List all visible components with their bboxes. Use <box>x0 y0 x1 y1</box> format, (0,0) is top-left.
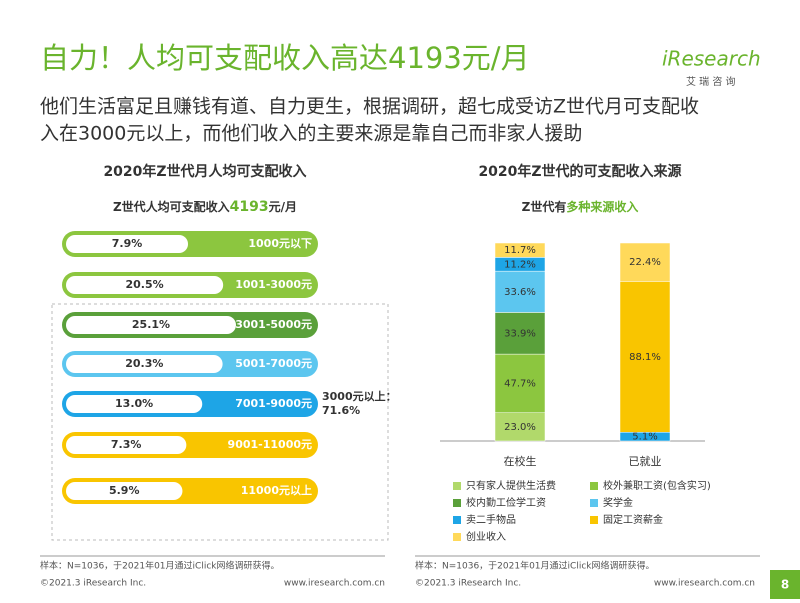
bar-segment <box>494 412 546 442</box>
subtitle-line: 入在3000元以上，而他们收入的主要来源是靠自己而非家人援助 <box>40 123 582 145</box>
category-label: 11000元以上 <box>241 483 312 497</box>
legend-label: 校内勤工俭学工资 <box>466 496 546 509</box>
legend-swatch <box>590 482 598 490</box>
subtitle-part: Z世代有 <box>522 199 567 214</box>
legend-swatch <box>453 499 461 507</box>
value-label: 33.9% <box>504 328 536 339</box>
subtitle-part: Z世代人均可支配收入 <box>113 199 230 214</box>
legend-label: 创业收入 <box>466 530 506 543</box>
category-label: 1000元以下 <box>248 237 312 250</box>
pill-bar <box>66 355 223 373</box>
category-label: 5001-7000元 <box>235 357 312 370</box>
value-label: 20.5% <box>125 278 163 291</box>
x-tick-label: 在校生 <box>504 454 537 468</box>
chart-title: 2020年Z世代的可支配收入来源 <box>478 163 681 180</box>
footer-sample: 样本：N=1036，于2021年01月通过iClick网络调研获得。 <box>40 560 279 572</box>
bar-segment <box>619 281 671 433</box>
chart-subtitle: Z世代人均可支配收入4193元/月 <box>113 199 297 216</box>
value-label: 33.6% <box>504 287 536 298</box>
pill-bar <box>66 316 236 334</box>
chart-title: 2020年Z世代月人均可支配收入 <box>103 163 306 180</box>
slide-title: 自力！人均可支配收入高达4193元/月 <box>40 41 530 75</box>
category-label: 3001-5000元 <box>235 318 312 331</box>
subtitle-part: 元/月 <box>269 200 297 214</box>
legend-swatch <box>453 516 461 524</box>
value-label: 20.3% <box>125 357 163 370</box>
value-label: 25.1% <box>132 318 170 331</box>
legend-label: 校外兼职工资(包含实习) <box>603 479 711 492</box>
legend-label: 卖二手物品 <box>466 513 516 526</box>
footer-url: www.iresearch.com.cn <box>654 579 755 589</box>
footer-copyright: ©2021.3 iResearch Inc. <box>40 579 146 589</box>
legend-swatch <box>590 516 598 524</box>
value-label: 88.1% <box>629 352 661 363</box>
legend-swatch <box>590 499 598 507</box>
logo-brand: iResearch <box>662 47 761 71</box>
category-label: 1001-3000元 <box>235 278 312 291</box>
pill-bar <box>66 395 203 413</box>
page-number: 8 <box>781 578 789 592</box>
bar-segment <box>494 242 546 258</box>
chart-subtitle: Z世代有多种来源收入 <box>522 199 639 214</box>
value-label: 7.3% <box>111 438 142 451</box>
subtitle-line: 他们生活富足且赚钱有道、自力更生，根据调研，超七成受访Z世代月可支配收 <box>40 96 699 118</box>
pill-bar <box>66 436 187 454</box>
legend-label: 只有家人提供生活费 <box>466 479 556 492</box>
x-tick-label: 已就业 <box>629 454 662 468</box>
value-label: 7.9% <box>112 237 143 250</box>
pill-bar <box>66 482 183 500</box>
subtitle-highlight: 多种来源收入 <box>566 199 638 214</box>
legend-label: 奖学金 <box>603 496 633 509</box>
footer-copyright: ©2021.3 iResearch Inc. <box>415 579 521 589</box>
footer-url: www.iresearch.com.cn <box>284 579 385 589</box>
value-label: 11.7% <box>504 245 536 256</box>
value-label: 5.1% <box>632 432 657 443</box>
value-label: 13.0% <box>115 397 153 410</box>
subtitle-highlight: 4193 <box>230 199 269 215</box>
value-label: 23.0% <box>504 422 536 433</box>
legend-swatch <box>453 533 461 541</box>
pill-bar <box>66 235 189 253</box>
annotation: 3000元以上： <box>322 389 397 403</box>
page-badge <box>770 570 800 599</box>
category-label: 7001-9000元 <box>235 397 312 410</box>
bar-segment <box>494 312 546 355</box>
legend-swatch <box>453 482 461 490</box>
footer-sample: 样本：N=1036，于2021年01月通过iClick网络调研获得。 <box>415 560 654 572</box>
category-label: 9001-11000元 <box>228 438 312 451</box>
value-label: 5.9% <box>109 484 140 497</box>
pill-bar <box>66 276 224 294</box>
bar-segment <box>619 242 671 282</box>
value-label: 22.4% <box>629 257 661 268</box>
bar-segment <box>494 353 546 413</box>
bar-segment <box>494 270 546 313</box>
value-label: 11.2% <box>504 259 536 270</box>
logo-tagline: 艾 瑞 咨 询 <box>686 75 736 88</box>
annotation: 71.6% <box>322 404 360 417</box>
dashed-box <box>51 303 389 541</box>
value-label: 47.7% <box>504 378 536 389</box>
legend-label: 固定工资薪金 <box>603 513 663 526</box>
